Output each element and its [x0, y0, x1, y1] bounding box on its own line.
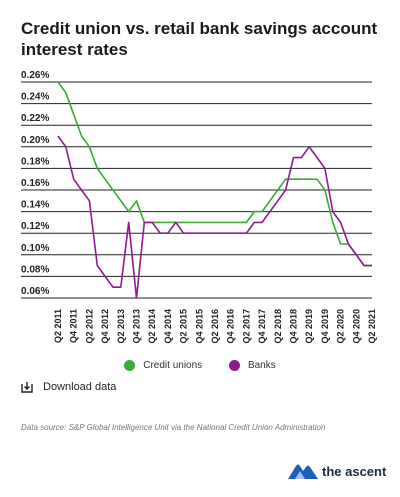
y-tick-label: 0.26%: [21, 70, 49, 81]
x-tick-label: Q2 2017: [241, 309, 251, 344]
x-tick-label: Q4 2017: [257, 309, 267, 344]
download-data-button[interactable]: Download data: [21, 381, 116, 393]
x-tick-label: Q4 2012: [100, 309, 110, 344]
y-tick-label: 0.20%: [21, 135, 49, 146]
legend-label-banks: Banks: [247, 360, 276, 371]
y-tick-label: 0.24%: [21, 92, 49, 103]
x-tick-label: Q2 2014: [147, 309, 157, 344]
x-tick-label: Q4 2014: [163, 309, 173, 344]
legend-label-credit-unions: Credit unions: [143, 360, 203, 371]
x-tick-label: Q2 2021: [367, 309, 377, 344]
x-tick-label: Q2 2012: [84, 309, 94, 344]
x-tick-label: Q4 2018: [289, 309, 299, 344]
legend-item-banks[interactable]: Banks: [228, 360, 276, 371]
x-tick-label: Q4 2020: [351, 309, 361, 344]
download-data-label: Download data: [43, 381, 117, 393]
x-tick-label: Q2 2013: [116, 309, 126, 344]
x-tick-label: Q2 2020: [336, 309, 346, 344]
x-tick-label: Q2 2015: [179, 309, 189, 344]
y-tick-label: 0.14%: [21, 200, 49, 211]
y-tick-label: 0.22%: [21, 113, 49, 124]
download-icon: [21, 382, 33, 393]
brand-name: the ascent: [322, 463, 387, 479]
x-tick-label: Q2 2018: [273, 309, 283, 344]
legend-swatch-credit-unions: [124, 360, 136, 371]
x-tick-label: Q2 2011: [53, 309, 63, 343]
x-tick-label: Q4 2011: [69, 309, 79, 343]
ascent-logo-icon: [288, 464, 318, 479]
legend-item-credit-unions[interactable]: Credit unions: [124, 360, 202, 371]
y-tick-label: 0.12%: [21, 221, 49, 232]
series-line-credit-unions: [57, 81, 372, 267]
series-line-banks: [57, 135, 372, 299]
x-tick-label: Q4 2016: [226, 309, 236, 344]
line-chart: 0.26% 0.24% 0.22% 0.20% 0.18% 0.16% 0.14% 0.12%…: [21, 70, 377, 344]
chart-legend: Credit unions Banks: [0, 360, 400, 374]
legend-swatch-banks: [228, 360, 240, 371]
y-tick-label: 0.18%: [21, 156, 49, 167]
x-tick-label: Q2 2019: [304, 309, 314, 344]
x-tick-label: Q4 2019: [320, 309, 330, 344]
data-source-note: Data source: S&P Global Intelligence Uni…: [21, 423, 326, 432]
brand-logo[interactable]: the ascent: [288, 463, 386, 479]
y-tick-label: 0.08%: [21, 264, 49, 275]
x-tick-label: Q4 2013: [132, 309, 142, 344]
y-tick-label: 0.16%: [21, 178, 49, 189]
x-tick-label: Q2 2016: [210, 309, 220, 344]
x-tick-label: Q4 2015: [194, 309, 204, 344]
y-tick-label: 0.10%: [21, 243, 49, 254]
y-tick-label: 0.06%: [21, 286, 49, 297]
chart-title: Credit union vs. retail bank savings acc…: [21, 19, 378, 59]
